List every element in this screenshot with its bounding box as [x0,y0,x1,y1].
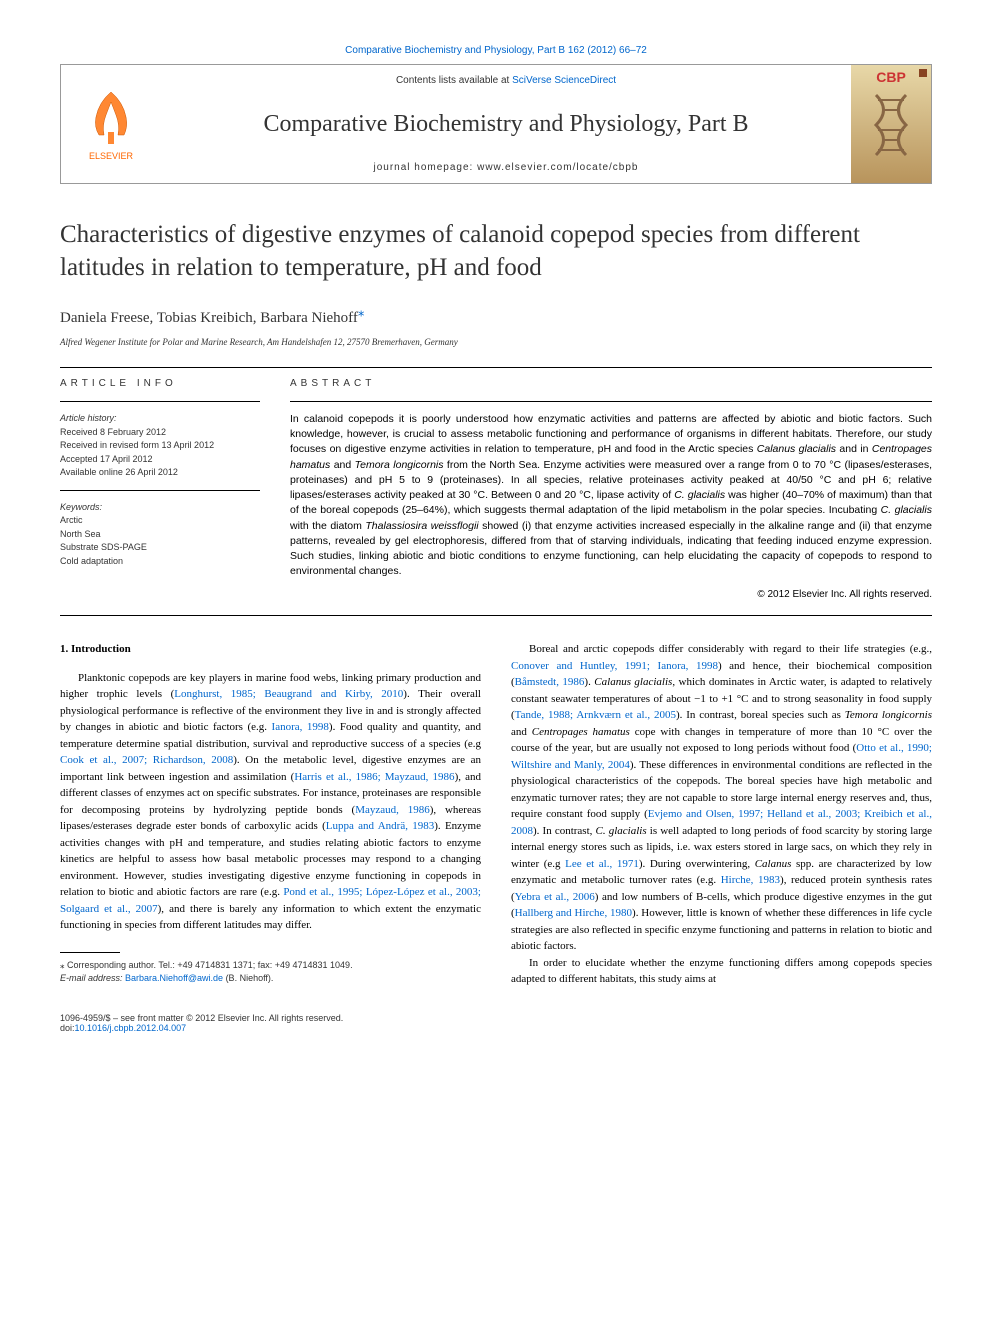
accepted-date: Accepted 17 April 2012 [60,453,260,467]
email-suffix: (B. Niehoff). [223,973,273,983]
article-title: Characteristics of digestive enzymes of … [60,219,932,284]
corresponding-mark[interactable]: ⁎ [358,304,365,319]
issn-line: 1096-4959/$ – see front matter © 2012 El… [60,1013,932,1023]
abstract-divider [290,401,932,402]
keywords-label: Keywords: [60,501,260,515]
keyword: Cold adaptation [60,555,260,569]
elsevier-tree-icon [84,87,139,147]
info-divider [60,490,260,491]
sciencedirect-link[interactable]: SciVerse ScienceDirect [512,75,616,86]
top-journal-ref[interactable]: Comparative Biochemistry and Physiology,… [60,45,932,56]
info-divider [60,401,260,402]
corr-author-contact: ⁎ Corresponding author. Tel.: +49 471483… [60,959,481,972]
citation-link[interactable]: Conover and Huntley, 1991; Ianora, 1998 [511,660,718,672]
history-label: Article history: [60,412,260,426]
body-column-left: 1. Introduction Planktonic copepods are … [60,641,481,988]
citation-link[interactable]: Tande, 1988; Arnkværn et al., 2005 [515,709,676,721]
citation-link[interactable]: Luppa and Andrä, 1983 [326,820,434,832]
citation-link[interactable]: Harris et al., 1986; Mayzaud, 1986 [294,771,454,783]
elsevier-logo: ELSEVIER [61,65,161,183]
abstract-text: In calanoid copepods it is poorly unders… [290,412,932,579]
citation-link[interactable]: Longhurst, 1985; Beaugrand and Kirby, 20… [174,688,403,700]
keyword: Substrate SDS-PAGE [60,541,260,555]
email-link[interactable]: Barbara.Niehoff@awi.de [125,973,223,983]
citation-link[interactable]: Mayzaud, 1986 [355,804,430,816]
article-info-panel: ARTICLE INFO Article history: Received 8… [60,378,260,600]
divider [60,367,932,368]
footnote-separator [60,952,120,953]
intro-paragraph: Planktonic copepods are key players in m… [60,670,481,934]
received-date: Received 8 February 2012 [60,426,260,440]
citation-link[interactable]: Yebra et al., 2006 [515,891,595,903]
intro-heading: 1. Introduction [60,641,481,658]
citation-link[interactable]: Cook et al., 2007; Richardson, 2008 [60,754,233,766]
journal-name: Comparative Biochemistry and Physiology,… [181,111,831,138]
article-info-header: ARTICLE INFO [60,378,260,389]
affiliation: Alfred Wegener Institute for Polar and M… [60,337,932,347]
divider [60,615,932,616]
header-center: Contents lists available at SciVerse Sci… [161,65,851,183]
abstract-header: ABSTRACT [290,378,932,389]
intro-paragraph: Boreal and arctic copepods differ consid… [511,641,932,955]
authors: Daniela Freese, Tobias Kreibich, Barbara… [60,304,932,327]
author-names: Daniela Freese, Tobias Kreibich, Barbara… [60,310,358,326]
email-label: E-mail address: [60,973,125,983]
page-footer: 1096-4959/$ – see front matter © 2012 El… [60,1013,932,1033]
contents-lists-line: Contents lists available at SciVerse Sci… [181,75,831,86]
citation-link[interactable]: Båmstedt, 1986 [515,676,585,688]
body-column-right: Boreal and arctic copepods differ consid… [511,641,932,988]
contents-prefix: Contents lists available at [396,75,512,86]
keyword: North Sea [60,528,260,542]
citation-link[interactable]: Lee et al., 1971 [565,858,639,870]
copyright: © 2012 Elsevier Inc. All rights reserved… [290,589,932,600]
elsevier-label: ELSEVIER [89,151,133,161]
citation-link[interactable]: Hirche, 1983 [721,874,780,886]
online-date: Available online 26 April 2012 [60,466,260,480]
keyword: Arctic [60,514,260,528]
intro-paragraph: In order to elucidate whether the enzyme… [511,955,932,988]
corresponding-footnote: ⁎ Corresponding author. Tel.: +49 471483… [60,959,481,984]
cbp-dna-icon [856,85,926,165]
cbp-cover-logo: CBP [851,65,931,183]
journal-header: ELSEVIER Contents lists available at Sci… [60,64,932,184]
abstract-panel: ABSTRACT In calanoid copepods it is poor… [290,378,932,600]
citation-link[interactable]: Ianora, 1998 [272,721,329,733]
cbp-label: CBP [876,69,906,85]
journal-homepage: journal homepage: www.elsevier.com/locat… [181,162,831,173]
revised-date: Received in revised form 13 April 2012 [60,439,260,453]
doi-link[interactable]: 10.1016/j.cbpb.2012.04.007 [75,1023,187,1033]
doi-label: doi: [60,1023,75,1033]
citation-link[interactable]: Hallberg and Hirche, 1980 [515,907,632,919]
